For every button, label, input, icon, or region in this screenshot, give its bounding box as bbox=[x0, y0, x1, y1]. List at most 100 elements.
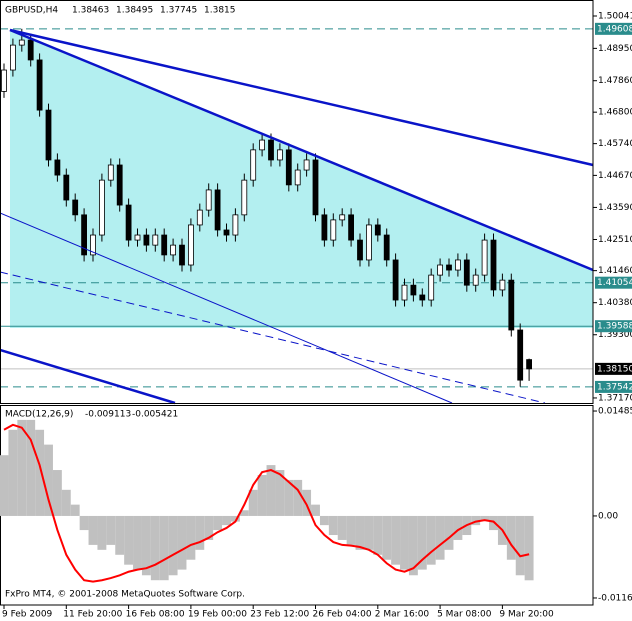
macd-bar bbox=[257, 474, 267, 516]
macd-bar bbox=[453, 515, 463, 540]
candle-body bbox=[454, 259, 461, 271]
macd-signal-value: -0.005421 bbox=[132, 410, 178, 420]
macd-bar bbox=[61, 489, 71, 516]
macd-bar bbox=[355, 515, 365, 550]
y-tick-label: 1.39300 bbox=[598, 330, 632, 340]
macd-bar bbox=[266, 465, 276, 516]
macd-bar bbox=[17, 419, 27, 516]
macd-bar bbox=[293, 479, 303, 516]
macd-bar bbox=[133, 515, 142, 570]
x-tick-label: 23 Feb 12:00 bbox=[250, 610, 309, 620]
candle-body bbox=[463, 259, 470, 286]
macd-bar bbox=[515, 515, 525, 576]
y-tick-label: 1.37170 bbox=[598, 393, 632, 403]
candle-body bbox=[508, 279, 515, 331]
y-tick-label: 0.00 bbox=[598, 511, 618, 521]
level-label-box bbox=[595, 320, 632, 333]
candle-body bbox=[517, 329, 524, 381]
candle-body bbox=[241, 179, 248, 216]
y-tick-label: 0.014857 bbox=[598, 407, 632, 417]
macd-bar bbox=[177, 515, 187, 570]
y-tick-label: 1.41460 bbox=[598, 266, 632, 276]
x-tick-label: 11 Feb 20:00 bbox=[63, 610, 122, 620]
candle-body bbox=[330, 219, 337, 241]
macd-bar bbox=[506, 515, 516, 560]
y-tick-label: 1.43590 bbox=[598, 203, 632, 213]
candle-body bbox=[179, 244, 185, 266]
candle-body bbox=[321, 214, 328, 241]
macd-bar bbox=[88, 515, 98, 545]
candle-body bbox=[90, 234, 96, 256]
last-close: 1.3815 bbox=[204, 6, 236, 16]
level-label: 1.49608 bbox=[597, 24, 632, 34]
symbol-label: GBPUSD,H4 bbox=[5, 6, 58, 16]
macd-bar bbox=[284, 479, 294, 516]
macd-bar bbox=[471, 515, 481, 526]
macd-bar bbox=[52, 470, 62, 516]
macd-bar bbox=[150, 515, 160, 581]
current-price-box bbox=[595, 362, 632, 375]
y-tick-label: 1.45740 bbox=[598, 139, 632, 149]
candle-body bbox=[446, 264, 452, 271]
level-label-box bbox=[595, 276, 632, 289]
macd-bar bbox=[159, 515, 169, 581]
candle-body bbox=[526, 359, 532, 370]
trend-line bbox=[9, 28, 594, 272]
macd-bar bbox=[319, 515, 329, 526]
macd-bar bbox=[275, 470, 285, 516]
level-label: 1.39588 bbox=[597, 322, 632, 332]
candle-body bbox=[143, 234, 150, 246]
macd-bar bbox=[391, 515, 401, 565]
macd-bar bbox=[444, 515, 454, 550]
level-label: 1.41054 bbox=[597, 278, 632, 288]
macd-bar bbox=[489, 515, 498, 531]
macd-bar bbox=[204, 515, 214, 540]
footer: FxPro MT4, © 2001-2008 MetaQuotes Softwa… bbox=[5, 590, 245, 600]
candle-body bbox=[437, 264, 444, 276]
candle-body bbox=[419, 294, 426, 301]
macd-bar bbox=[408, 515, 418, 576]
candle-body bbox=[81, 214, 87, 256]
candle-body bbox=[9, 44, 16, 71]
candle-body bbox=[214, 189, 221, 231]
y-tick-label: 1.44670 bbox=[598, 171, 632, 181]
macd-bar bbox=[382, 515, 392, 560]
candle-body bbox=[481, 239, 488, 276]
macd-main-value: -0.009113 bbox=[85, 410, 131, 420]
last-low: 1.37745 bbox=[160, 6, 197, 16]
candle-body bbox=[72, 199, 79, 216]
macd-bar bbox=[400, 515, 409, 570]
macd-bar bbox=[346, 515, 356, 545]
macd-bar bbox=[213, 515, 223, 531]
candle-body bbox=[250, 149, 257, 181]
macd-bar bbox=[141, 515, 151, 576]
y-tick-label: 1.50041 bbox=[598, 11, 632, 21]
trend-lines bbox=[0, 28, 594, 405]
candle-body bbox=[223, 229, 230, 236]
candle-body bbox=[410, 284, 417, 296]
x-tick-label: 2 Mar 16:00 bbox=[375, 610, 430, 620]
candle-body bbox=[259, 139, 266, 151]
y-tick-label: 1.40380 bbox=[598, 298, 632, 308]
candle-body bbox=[285, 149, 292, 186]
y-tick-label: 1.48950 bbox=[598, 44, 632, 54]
candle-body bbox=[134, 234, 141, 241]
macd-bar bbox=[195, 515, 205, 550]
candle-body bbox=[187, 224, 194, 266]
macd-title: MACD(12,26,9) bbox=[5, 410, 73, 420]
signal-line bbox=[3, 423, 530, 583]
candle-body bbox=[499, 279, 506, 291]
macd-bar bbox=[97, 515, 107, 550]
candle-body bbox=[63, 174, 70, 201]
macd-bar bbox=[35, 429, 45, 516]
candle-body bbox=[54, 159, 61, 176]
macd-bar bbox=[524, 515, 534, 581]
candle-body bbox=[276, 149, 283, 161]
candle-body bbox=[152, 234, 159, 246]
macd-bar bbox=[435, 515, 445, 560]
candle-body bbox=[161, 234, 168, 256]
level-label-box bbox=[595, 22, 632, 35]
candle-body bbox=[401, 284, 408, 301]
